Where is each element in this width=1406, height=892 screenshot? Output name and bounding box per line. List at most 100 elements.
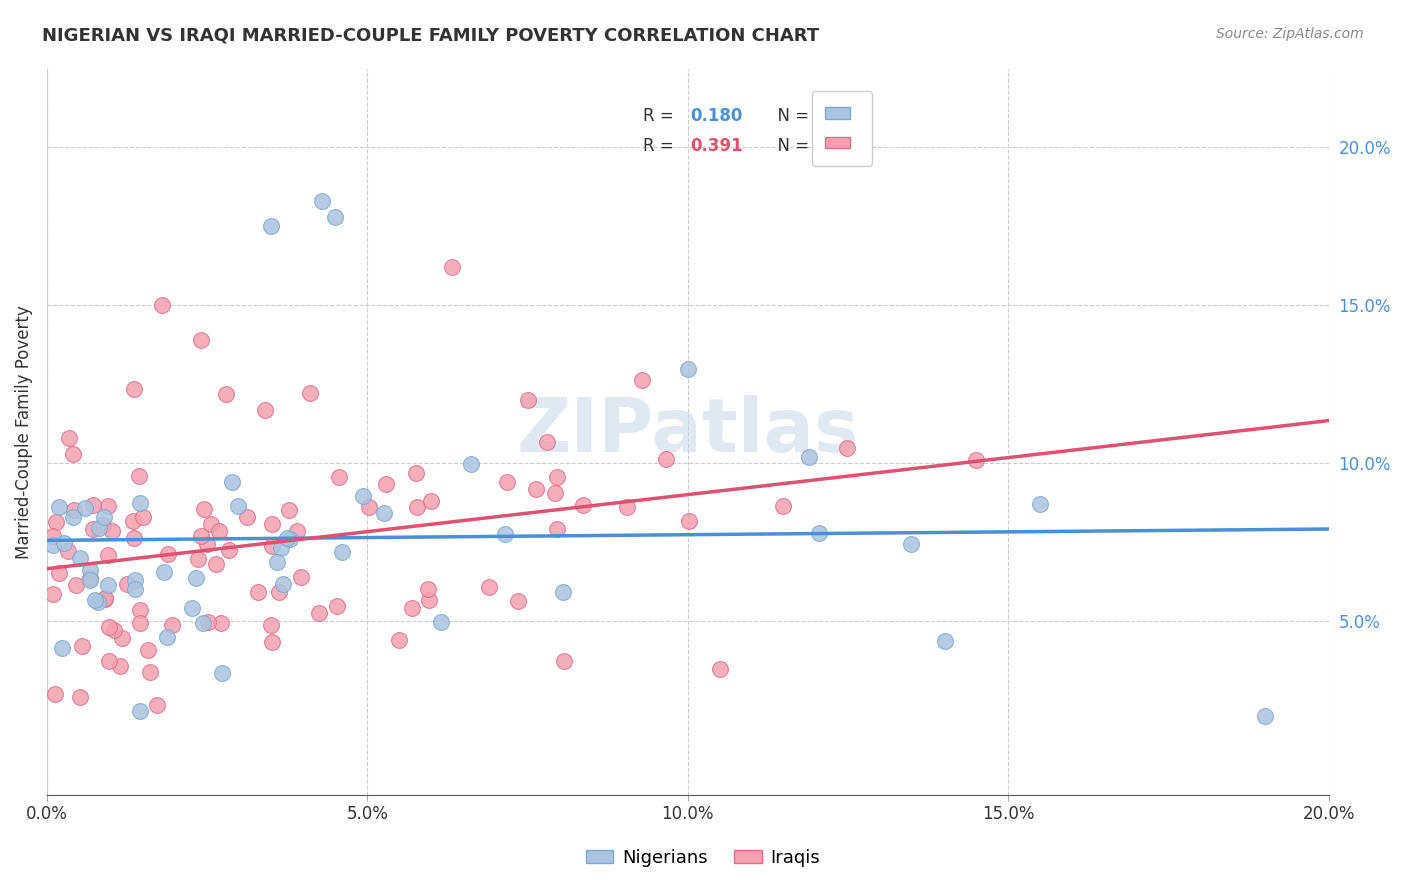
Text: ZIPatlas: ZIPatlas: [516, 395, 859, 468]
Point: [208, 524, 231, 538]
Point: [111, 632, 134, 646]
Point: [91, 517, 114, 532]
Point: [139, 665, 162, 679]
Point: [536, 434, 558, 449]
Point: [69, 551, 91, 566]
Point: [271, 577, 294, 591]
Point: [128, 469, 150, 483]
Point: [837, 442, 859, 456]
Point: [48, 500, 70, 514]
Point: [97, 578, 120, 592]
Point: [357, 500, 380, 515]
Text: 48: 48: [824, 107, 846, 125]
Point: [260, 617, 283, 632]
Point: [122, 532, 145, 546]
Point: [270, 541, 292, 556]
Point: [676, 361, 699, 376]
Point: [190, 529, 212, 543]
Point: [75, 500, 97, 515]
Point: [145, 698, 167, 712]
Point: [553, 654, 575, 668]
Legend: Nigerians, Iraqis: Nigerians, Iraqis: [578, 842, 828, 874]
Point: [655, 451, 678, 466]
Point: [546, 470, 568, 484]
Point: [87, 521, 110, 535]
Point: [184, 570, 207, 584]
Point: [58, 431, 80, 445]
Point: [191, 616, 214, 631]
Point: [900, 536, 922, 550]
Point: [799, 450, 821, 464]
Point: [430, 615, 453, 629]
Point: [226, 500, 249, 514]
Point: [246, 585, 269, 599]
Point: [53, 536, 76, 550]
Point: [62, 447, 84, 461]
Point: [278, 532, 301, 546]
Point: [129, 704, 152, 718]
Point: [156, 630, 179, 644]
Point: [160, 618, 183, 632]
Text: N =: N =: [768, 107, 814, 125]
Point: [87, 594, 110, 608]
Point: [418, 593, 440, 607]
Point: [544, 485, 567, 500]
Point: [209, 616, 232, 631]
Point: [42, 587, 65, 601]
Text: 0.391: 0.391: [690, 137, 742, 155]
Point: [45, 515, 67, 529]
Point: [205, 557, 228, 571]
Point: [496, 475, 519, 489]
Point: [79, 574, 101, 588]
Point: [1029, 498, 1052, 512]
Point: [678, 515, 700, 529]
Point: [129, 603, 152, 617]
Point: [401, 601, 423, 615]
Point: [326, 599, 349, 613]
Point: [195, 537, 218, 551]
Point: [190, 333, 212, 347]
Point: [262, 516, 284, 531]
Point: [93, 591, 115, 606]
Point: [236, 510, 259, 524]
Point: [221, 475, 243, 490]
Point: [108, 659, 131, 673]
Point: [373, 507, 395, 521]
Point: [187, 551, 209, 566]
Point: [260, 540, 283, 554]
Point: [197, 615, 219, 629]
Point: [516, 393, 538, 408]
Point: [215, 387, 238, 401]
Point: [65, 578, 87, 592]
Point: [388, 633, 411, 648]
Point: [200, 517, 222, 532]
Text: NIGERIAN VS IRAQI MARRIED-COUPLE FAMILY POVERTY CORRELATION CHART: NIGERIAN VS IRAQI MARRIED-COUPLE FAMILY …: [42, 27, 820, 45]
Point: [478, 580, 501, 594]
Point: [299, 386, 322, 401]
Point: [150, 298, 173, 312]
Point: [311, 194, 333, 209]
Point: [406, 500, 429, 514]
Point: [153, 565, 176, 579]
Point: [934, 633, 956, 648]
Point: [308, 606, 330, 620]
Point: [218, 543, 240, 558]
Point: [136, 643, 159, 657]
Point: [101, 524, 124, 539]
Point: [285, 524, 308, 538]
Point: [460, 457, 482, 471]
Point: [631, 373, 654, 387]
Point: [266, 556, 288, 570]
Point: [965, 453, 987, 467]
Point: [42, 538, 65, 552]
Point: [494, 526, 516, 541]
Point: [103, 624, 125, 638]
Point: [157, 547, 180, 561]
Point: [83, 593, 105, 607]
Point: [193, 502, 215, 516]
Point: [97, 500, 120, 514]
Point: [121, 514, 143, 528]
Point: [48, 566, 70, 581]
Point: [418, 582, 440, 596]
Point: [290, 570, 312, 584]
